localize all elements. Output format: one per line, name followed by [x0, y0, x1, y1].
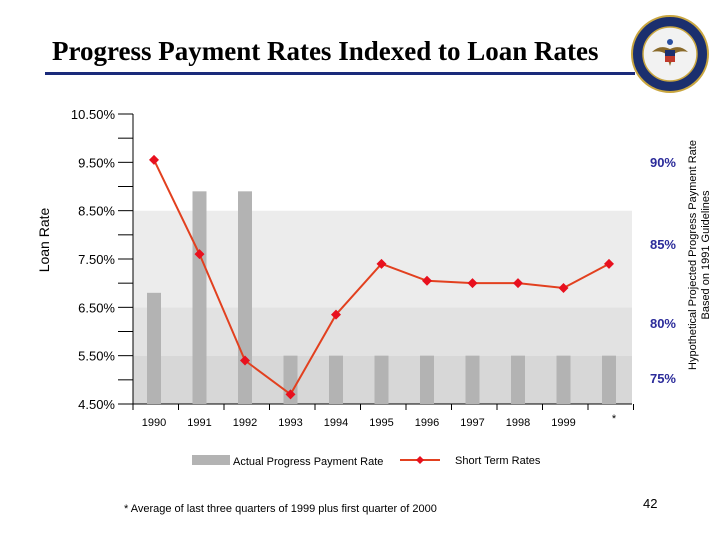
y2-axis-title: Hypothetical Projected Progress Payment … [687, 140, 712, 370]
line-point [331, 309, 341, 320]
bar [329, 355, 343, 404]
department-of-defense-seal-icon [631, 15, 709, 93]
y-axis-title: Loan Rate [36, 207, 52, 272]
y2-tick-label: 90% [650, 155, 676, 170]
legend-bar-swatch [192, 455, 230, 465]
legend-bar-label: Actual Progress Payment Rate [233, 456, 383, 468]
x-tick-label: 1998 [506, 417, 530, 429]
page-number: 42 [643, 496, 658, 511]
line-point [558, 283, 569, 293]
y-tick-label: 7.50% [78, 252, 115, 267]
legend-line-label: Short Term Rates [455, 455, 541, 467]
x-tick-label: 1997 [460, 417, 484, 429]
line-point [513, 278, 523, 289]
bar [374, 355, 389, 404]
y-tick-label: 5.50% [78, 349, 115, 364]
slide-title: Progress Payment Rates Indexed to Loan R… [52, 36, 599, 66]
x-tick-label: 1995 [369, 417, 393, 429]
bar [602, 355, 616, 404]
background-band [133, 210, 632, 308]
y-tick-label: 6.50% [78, 300, 115, 315]
x-tick-label: 1994 [324, 417, 348, 429]
x-tick-label: 1993 [278, 417, 302, 429]
x-tick-label: * [612, 413, 617, 425]
y2-tick-label: 75% [650, 371, 676, 386]
title-rule [45, 72, 635, 75]
line-point [194, 249, 205, 260]
y-tick-label: 4.50% [78, 397, 115, 412]
line-point [604, 258, 614, 269]
bar [420, 355, 434, 404]
x-tick-label: 1990 [142, 417, 166, 429]
x-tick-label: 1996 [415, 417, 439, 429]
x-tick-label: 1999 [551, 417, 575, 429]
y-tick-label: 9.50% [78, 155, 115, 170]
line-point [149, 154, 159, 165]
bar [465, 355, 480, 404]
footnote: * Average of last three quarters of 1999… [124, 503, 437, 515]
background-band [133, 114, 632, 211]
y2-tick-label: 80% [650, 316, 676, 331]
line-point [376, 258, 387, 269]
x-tick-label: 1991 [187, 417, 211, 429]
bar [238, 191, 252, 404]
x-tick-label: 1992 [233, 417, 257, 429]
bar [556, 355, 571, 404]
y-tick-label: 8.50% [78, 204, 115, 219]
y2-tick-label: 85% [650, 237, 676, 252]
line-point [240, 355, 250, 366]
bar [147, 292, 161, 404]
legend-line-marker [416, 456, 424, 464]
background-band [133, 307, 632, 356]
bar [192, 191, 207, 404]
bar [511, 355, 525, 404]
line-point [422, 275, 432, 286]
line-point [285, 389, 296, 400]
line-point [467, 278, 478, 289]
y-tick-label: 10.50% [71, 107, 116, 122]
